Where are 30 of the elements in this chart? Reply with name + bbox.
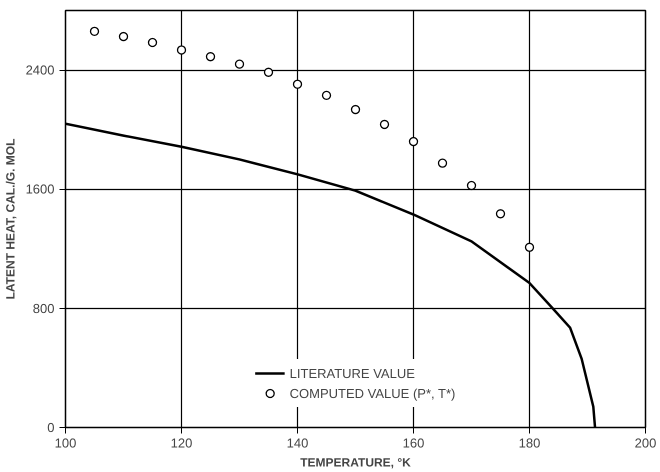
legend-label: COMPUTED VALUE (P*, T*) bbox=[290, 386, 456, 400]
y-axis-title: LATENT HEAT, CAL./G. MOL bbox=[4, 138, 18, 300]
point bbox=[148, 38, 158, 48]
point bbox=[176, 45, 186, 55]
point bbox=[322, 90, 332, 100]
point bbox=[438, 158, 448, 168]
point bbox=[118, 32, 128, 42]
x-tick-label: 120 bbox=[170, 436, 192, 450]
point bbox=[234, 59, 244, 69]
x-tick-label: 160 bbox=[402, 436, 424, 450]
x-tick-label: 180 bbox=[518, 436, 540, 450]
y-tick-label: 2400 bbox=[26, 62, 54, 78]
point bbox=[206, 52, 216, 62]
y-tick-label: 800 bbox=[32, 300, 55, 316]
point bbox=[466, 180, 476, 190]
point bbox=[350, 104, 360, 114]
point bbox=[524, 242, 534, 252]
point bbox=[90, 26, 100, 36]
y-tick-label: 0 bbox=[47, 420, 55, 435]
point bbox=[408, 136, 418, 146]
legend-label: LITERATURE VALUE bbox=[290, 366, 415, 380]
point bbox=[496, 209, 506, 218]
x-tick-label: 100 bbox=[54, 436, 76, 450]
x-tick-label: 200 bbox=[634, 436, 656, 450]
x-axis-title: TEMPERATURE, °K bbox=[300, 456, 412, 470]
point bbox=[380, 120, 390, 130]
y-tick-label: 1600 bbox=[26, 182, 54, 197]
x-tick-label: 140 bbox=[286, 436, 308, 450]
point bbox=[292, 80, 302, 89]
point bbox=[264, 68, 274, 77]
